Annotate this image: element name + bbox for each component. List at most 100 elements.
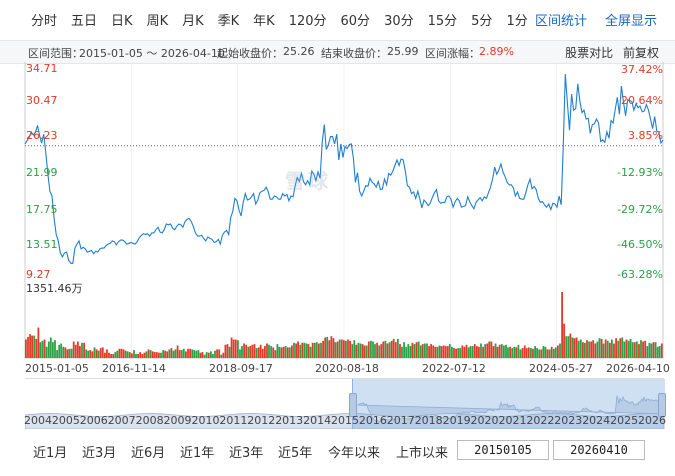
tab-fenshi[interactable]: 分时 [31,13,58,29]
price-chart[interactable] [0,62,675,362]
volume-bar [203,354,206,358]
volume-bar [451,346,453,358]
y-pct-tick: 3.85% [628,129,663,142]
change-label: 区间涨幅： [425,47,480,60]
volume-bar [237,340,239,358]
volume-bar [232,339,235,358]
tab-week-k[interactable]: 周K [146,13,169,29]
volume-bar [652,342,655,358]
volume-bar [430,344,432,358]
volume-bar [588,341,590,358]
volume-bar [378,345,381,358]
volume-bar [380,344,383,358]
navigator-left-handle[interactable] [349,393,357,417]
volume-bar [311,342,314,358]
range-stats-link[interactable]: 区间统计 [534,13,587,29]
volume-bar [407,344,410,358]
volume-bar [609,342,611,358]
volume-bar [118,348,121,358]
y-price-tick: 34.71 [26,62,58,75]
volume-bar [56,350,58,358]
range-label: 区间范围： [28,47,83,60]
start-date-input[interactable]: 20150105 [457,440,549,460]
volume-bar [220,354,223,358]
navigator-year-label: 2014 [303,414,332,427]
volume-bar [438,345,441,358]
navigator-selection[interactable] [352,379,665,429]
volume-bar [245,344,248,358]
navigator-year-label: 2020 [470,414,499,427]
volume-bar [272,347,275,358]
volume-bar [476,346,478,358]
volume-bar [602,343,605,358]
volume-bar [490,341,493,358]
volume-bar [571,337,574,358]
volume-bar [174,349,177,358]
tab-1min[interactable]: 1分 [506,13,528,29]
volume-bar [133,350,135,358]
tab-5day[interactable]: 五日 [71,13,98,29]
volume-bar [29,334,31,358]
range-ytd[interactable]: 今年以来 [328,446,381,461]
y-pct-tick: -46.50% [617,238,663,251]
navigator-year-label: 2007 [107,414,136,427]
volume-bar [401,346,403,358]
volume-max-label: 1351.46万 [26,282,83,295]
range-1m[interactable]: 近1月 [33,446,68,461]
volume-bar [615,338,617,358]
range-3y[interactable]: 近3年 [229,446,264,461]
x-date-label: 2016-11-14 [102,362,166,375]
volume-bar [195,350,198,358]
volume-bar [658,346,661,358]
range-6m[interactable]: 近6月 [131,446,166,461]
volume-bar [315,342,318,358]
volume-bar [176,345,179,358]
tab-120min[interactable]: 120分 [288,13,327,29]
volume-bar [336,341,339,358]
volume-bar [126,351,129,358]
navigator-year-label: 2015 [331,414,359,427]
tab-day-k[interactable]: 日K [111,13,133,29]
navigator-year-label: 2021 [498,414,527,427]
volume-bar [355,344,358,358]
tab-60min[interactable]: 60分 [340,13,371,29]
navigator-year-label: 2018 [414,414,443,427]
volume-bar [224,344,227,358]
navigator-right-handle[interactable] [658,393,666,417]
tab-year-k[interactable]: 年K [253,13,275,29]
volume-bar [629,338,632,358]
volume-bar [214,350,216,358]
volume-bar [45,346,48,358]
volume-bar [108,352,110,358]
adjust-button[interactable]: 前复权 [622,46,659,60]
tab-15min[interactable]: 15分 [427,13,458,29]
tab-quarter-k[interactable]: 季K [217,13,240,29]
fullscreen-link[interactable]: 全屏显示 [604,13,657,29]
volume-bar [496,346,499,358]
volume-bar [532,348,534,358]
range-5y[interactable]: 近5年 [278,446,313,461]
volume-bar [160,352,162,358]
compare-button[interactable]: 股票对比 [565,46,614,60]
end-date-input[interactable]: 20260410 [553,440,645,460]
change-value: 2.89% [479,45,514,58]
range-navigator[interactable] [25,378,666,429]
volume-bar [328,340,331,358]
volume-bar [135,354,137,358]
volume-bar [648,342,651,358]
volume-bar [507,347,509,358]
volume-bar [550,346,553,358]
tab-30min[interactable]: 30分 [384,13,414,29]
range-since-listing[interactable]: 上市以来 [396,446,449,461]
volume-bar [623,341,626,358]
volume-bar [627,340,630,358]
volume-bar [604,339,607,358]
volume-bar [554,347,557,358]
volume-bar [343,340,345,358]
range-3m[interactable]: 近3月 [82,446,117,461]
volume-bar [280,347,283,358]
volume-bar [577,340,580,358]
range-1y[interactable]: 近1年 [180,446,215,461]
tab-month-k[interactable]: 月K [182,13,204,29]
tab-5min[interactable]: 5分 [471,13,493,29]
